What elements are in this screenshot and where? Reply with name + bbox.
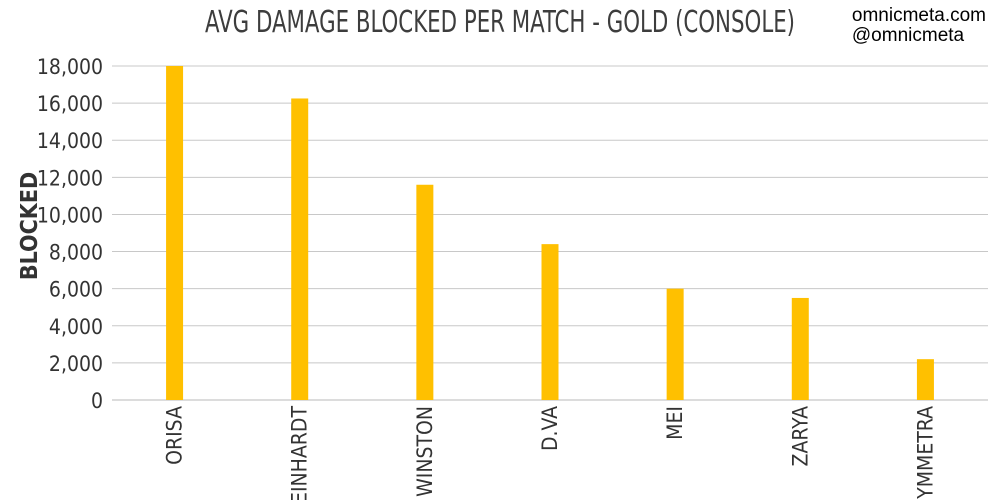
chart-title: AVG DAMAGE BLOCKED PER MATCH - GOLD (CON… [205, 5, 795, 40]
x-tick-label: MEI [663, 406, 687, 440]
watermark: omnicmeta.com @omnicmeta [852, 6, 986, 46]
x-tick-label: WINSTON [413, 406, 437, 497]
y-axis-label: BLOCKED [17, 172, 43, 280]
x-tick-label: SYMMETRA [913, 406, 937, 500]
y-tick-label: 14,000 [37, 129, 103, 153]
bar [916, 359, 934, 400]
x-tick-label: REINHARDT [288, 406, 312, 500]
bars [166, 66, 934, 400]
bar [166, 66, 184, 400]
y-axis-ticks: 0 2,000 4,000 6,000 8,000 10,000 12,000 14,000 1… [37, 55, 103, 413]
x-tick-label: ZARYA [788, 406, 812, 467]
x-tick-label: D.VA [538, 406, 562, 451]
bar [291, 98, 309, 400]
watermark-site: omnicmeta.com [851, 5, 986, 26]
x-tick-label: ORISA [163, 406, 187, 465]
y-tick-label: 8,000 [49, 241, 103, 265]
y-tick-label: 0 [91, 389, 103, 413]
bar [416, 184, 434, 400]
bar [791, 297, 809, 400]
y-tick-label: 10,000 [37, 203, 103, 227]
y-tick-label: 4,000 [49, 315, 103, 339]
y-tick-label: 18,000 [37, 55, 103, 79]
bar [541, 244, 559, 400]
y-tick-label: 12,000 [37, 166, 103, 190]
watermark-handle: @omnicmeta [851, 25, 965, 46]
y-tick-label: 16,000 [37, 92, 103, 116]
y-tick-label: 2,000 [49, 352, 103, 376]
bar [666, 288, 684, 400]
x-axis-ticks: ORISA REINHARDT WINSTON D.VA MEI ZARYA SYMMETR… [163, 406, 938, 500]
y-tick-label: 6,000 [49, 278, 103, 302]
